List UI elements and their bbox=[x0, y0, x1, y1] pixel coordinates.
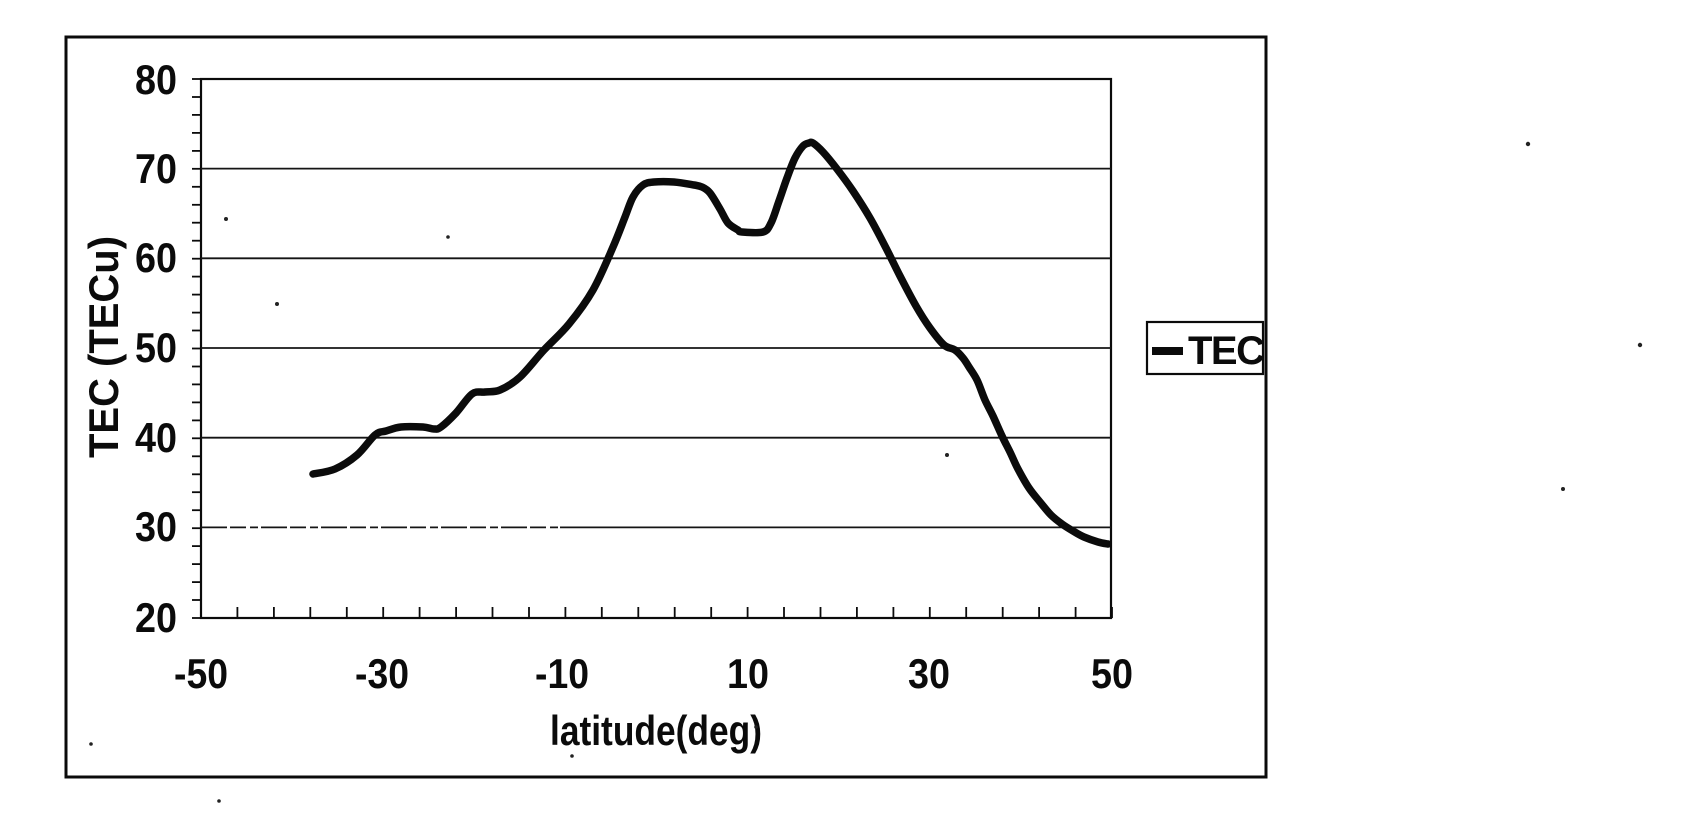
svg-text:TEC: TEC bbox=[1188, 329, 1264, 373]
svg-text:70: 70 bbox=[135, 145, 177, 192]
svg-text:-10: -10 bbox=[535, 650, 589, 697]
svg-text:10: 10 bbox=[727, 650, 769, 697]
svg-text:60: 60 bbox=[135, 234, 177, 281]
svg-text:40: 40 bbox=[135, 414, 177, 461]
svg-text:-50: -50 bbox=[174, 650, 228, 697]
svg-text:-30: -30 bbox=[355, 650, 409, 697]
svg-text:30: 30 bbox=[908, 650, 950, 697]
svg-text:30: 30 bbox=[135, 503, 177, 550]
svg-text:50: 50 bbox=[1091, 650, 1133, 697]
svg-text:50: 50 bbox=[135, 324, 177, 371]
svg-text:latitude(deg): latitude(deg) bbox=[550, 707, 762, 754]
svg-text:TEC (TECu): TEC (TECu) bbox=[80, 236, 127, 458]
svg-text:20: 20 bbox=[135, 594, 177, 641]
svg-text:80: 80 bbox=[135, 56, 177, 103]
